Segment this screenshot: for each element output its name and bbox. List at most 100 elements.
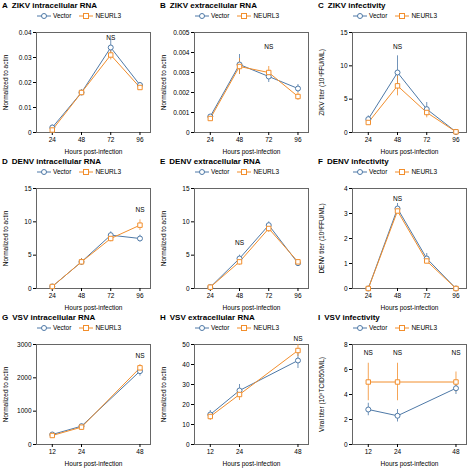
svg-text:0.01: 0.01 — [19, 104, 32, 111]
svg-text:10: 10 — [340, 62, 348, 69]
svg-text:96: 96 — [294, 136, 302, 143]
svg-text:ZIKV titer (10⁴FFU/ML): ZIKV titer (10⁴FFU/ML) — [318, 49, 326, 116]
svg-text:Hours post-infection: Hours post-infection — [223, 148, 281, 156]
svg-text:NS: NS — [393, 43, 403, 50]
svg-text:Hours post-infection: Hours post-infection — [381, 304, 439, 312]
svg-text:24: 24 — [394, 448, 402, 455]
svg-text:NS: NS — [364, 349, 374, 356]
svg-text:Normalized to actin: Normalized to actin — [2, 366, 9, 422]
svg-text:96: 96 — [136, 292, 144, 299]
svg-text:48: 48 — [452, 448, 460, 455]
svg-text:NS: NS — [135, 352, 145, 359]
svg-text:12: 12 — [207, 448, 215, 455]
svg-text:8: 8 — [344, 341, 348, 348]
svg-text:96: 96 — [452, 292, 460, 299]
svg-text:0: 0 — [28, 441, 32, 448]
svg-text:NS: NS — [393, 349, 403, 356]
svg-text:0.001: 0.001 — [173, 109, 190, 116]
svg-text:0: 0 — [344, 441, 348, 448]
svg-text:30: 30 — [182, 381, 190, 388]
svg-text:0.04: 0.04 — [19, 29, 32, 36]
svg-text:Normalized to actin: Normalized to actin — [2, 210, 9, 266]
svg-text:15: 15 — [24, 185, 32, 192]
svg-text:24: 24 — [78, 448, 86, 455]
svg-text:0.02: 0.02 — [19, 79, 32, 86]
svg-text:24: 24 — [49, 292, 57, 299]
svg-text:12: 12 — [49, 448, 57, 455]
svg-text:10: 10 — [24, 218, 32, 225]
svg-text:48: 48 — [394, 292, 402, 299]
svg-text:48: 48 — [294, 448, 302, 455]
svg-text:2: 2 — [344, 416, 348, 423]
svg-text:6: 6 — [344, 366, 348, 373]
svg-text:0: 0 — [28, 129, 32, 136]
svg-text:NS: NS — [451, 349, 461, 356]
svg-text:Hours post-infection: Hours post-infection — [223, 460, 281, 468]
svg-text:72: 72 — [265, 292, 273, 299]
svg-text:96: 96 — [294, 292, 302, 299]
svg-text:50: 50 — [182, 341, 190, 348]
svg-text:4: 4 — [344, 391, 348, 398]
svg-text:Normalized to actin: Normalized to actin — [160, 366, 167, 422]
svg-text:24: 24 — [236, 448, 244, 455]
svg-text:DENV titer (10⁶FFU/ML): DENV titer (10⁶FFU/ML) — [318, 203, 326, 273]
svg-text:Hours post-infection: Hours post-infection — [65, 148, 123, 156]
svg-text:20: 20 — [182, 401, 190, 408]
svg-text:72: 72 — [107, 292, 115, 299]
svg-text:15: 15 — [182, 185, 190, 192]
svg-text:0.004: 0.004 — [173, 49, 190, 56]
svg-text:Hours post-infection: Hours post-infection — [223, 304, 281, 312]
svg-text:0: 0 — [186, 441, 190, 448]
svg-text:NS: NS — [264, 43, 274, 50]
svg-text:72: 72 — [423, 136, 431, 143]
svg-text:3: 3 — [344, 210, 348, 217]
svg-text:5: 5 — [28, 251, 32, 258]
svg-text:0: 0 — [186, 285, 190, 292]
svg-text:72: 72 — [107, 136, 115, 143]
svg-text:0.005: 0.005 — [173, 29, 190, 36]
svg-text:1000: 1000 — [17, 407, 32, 414]
svg-text:Normalized to actin: Normalized to actin — [2, 54, 9, 110]
svg-text:2: 2 — [344, 235, 348, 242]
svg-text:48: 48 — [78, 136, 86, 143]
svg-text:NS: NS — [393, 195, 403, 202]
svg-text:4: 4 — [344, 185, 348, 192]
svg-text:15: 15 — [340, 29, 348, 36]
svg-text:0: 0 — [344, 129, 348, 136]
svg-text:96: 96 — [452, 136, 460, 143]
svg-text:24: 24 — [365, 292, 373, 299]
svg-text:24: 24 — [207, 136, 215, 143]
svg-text:10: 10 — [182, 421, 190, 428]
svg-text:0.003: 0.003 — [173, 69, 190, 76]
svg-text:Hours post-infection: Hours post-infection — [65, 460, 123, 468]
svg-text:2000: 2000 — [17, 374, 32, 381]
svg-text:1: 1 — [344, 260, 348, 267]
svg-text:48: 48 — [394, 136, 402, 143]
svg-text:0.002: 0.002 — [173, 89, 190, 96]
svg-text:72: 72 — [265, 136, 273, 143]
svg-text:0: 0 — [186, 129, 190, 136]
svg-text:0: 0 — [28, 285, 32, 292]
svg-text:0: 0 — [344, 285, 348, 292]
svg-text:0.03: 0.03 — [19, 54, 32, 61]
svg-text:3000: 3000 — [17, 341, 32, 348]
svg-text:24: 24 — [49, 136, 57, 143]
svg-text:40: 40 — [182, 361, 190, 368]
svg-text:NS: NS — [235, 239, 245, 246]
svg-text:24: 24 — [365, 136, 373, 143]
svg-text:72: 72 — [423, 292, 431, 299]
svg-text:Viral titer (10⁹TCID50/ML): Viral titer (10⁹TCID50/ML) — [318, 357, 326, 432]
svg-text:Hours post-infection: Hours post-infection — [381, 460, 439, 468]
svg-text:5: 5 — [186, 251, 190, 258]
svg-text:Hours post-infection: Hours post-infection — [65, 304, 123, 312]
svg-text:48: 48 — [236, 292, 244, 299]
svg-text:Hours post-infection: Hours post-infection — [381, 148, 439, 156]
svg-text:96: 96 — [136, 136, 144, 143]
svg-text:10: 10 — [182, 218, 190, 225]
svg-text:48: 48 — [136, 448, 144, 455]
svg-text:12: 12 — [365, 448, 373, 455]
svg-text:5: 5 — [344, 95, 348, 102]
svg-text:NS: NS — [135, 206, 145, 213]
svg-text:48: 48 — [78, 292, 86, 299]
svg-text:Normalized to actin: Normalized to actin — [160, 210, 167, 266]
